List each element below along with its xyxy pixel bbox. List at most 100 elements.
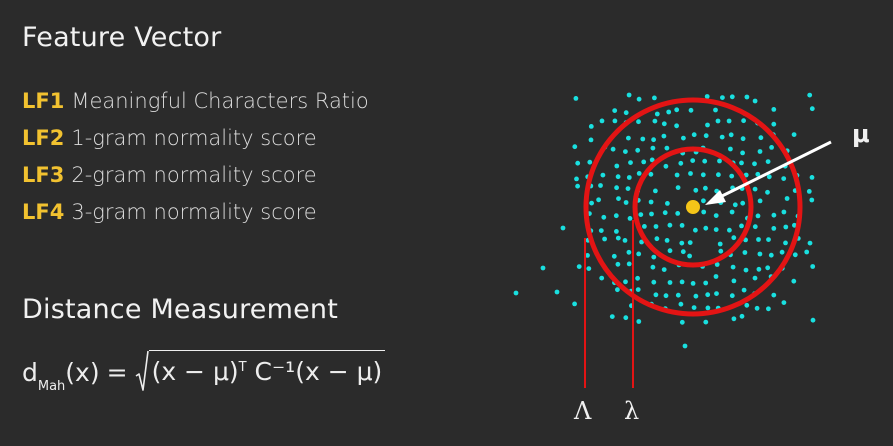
scatter-point: [765, 189, 770, 195]
scatter-point: [674, 172, 680, 178]
scatter-point: [653, 224, 659, 229]
feature-code: LF1: [22, 89, 65, 113]
scatter-point: [701, 198, 706, 204]
scatter-point: [739, 223, 744, 229]
scatter-point: [714, 262, 720, 267]
scatter-point: [653, 292, 659, 298]
feature-code: LF2: [22, 126, 65, 150]
scatter-point: [691, 132, 697, 138]
scatter-point: [588, 124, 594, 129]
feature-label: Meaningful Characters Ratio: [71, 89, 369, 113]
scatter-point: [716, 172, 721, 178]
scatter-point: [809, 175, 815, 180]
scatter-point: [678, 160, 684, 166]
inner-threshold-circle: [632, 146, 754, 268]
formula-d: d: [22, 358, 38, 387]
scatter-point: [727, 227, 732, 233]
scatter-point: [729, 209, 735, 215]
scatter-point: [755, 213, 761, 219]
scatter-point: [757, 198, 763, 204]
scatter-point: [718, 248, 724, 254]
scatter-point: [741, 287, 747, 293]
inner-threshold-label: λ: [624, 397, 639, 425]
feature-code: LF4: [22, 200, 65, 224]
scatter-point: [700, 172, 706, 178]
scatter-point: [663, 163, 669, 169]
scatter-point: [667, 280, 673, 285]
scatter-point: [635, 147, 641, 153]
scatter-point: [661, 133, 667, 139]
scatter-point: [589, 200, 594, 206]
scatter-point: [754, 305, 760, 311]
scatter-point: [612, 118, 618, 124]
scatter-point: [602, 236, 607, 242]
scatter-point: [771, 226, 777, 231]
scatter-point: [628, 160, 633, 166]
scatter-point: [679, 279, 685, 285]
scatter-point: [574, 176, 579, 182]
scatter-point: [729, 173, 735, 179]
scatter-point: [766, 237, 771, 243]
scatter-point: [649, 211, 654, 217]
scatter-point: [719, 134, 725, 140]
scatter-point: [572, 144, 578, 150]
scatter-point: [636, 96, 642, 102]
scatter-point: [648, 199, 654, 205]
scatter-point: [771, 107, 777, 112]
feature-vector-heading: Feature Vector: [22, 22, 222, 53]
scatter-point: [744, 94, 750, 100]
scatter-point: [781, 300, 787, 305]
formula-subscript: Mah: [37, 379, 66, 394]
scatter-point: [779, 249, 785, 255]
scatter-point: [717, 241, 723, 247]
mean-arrow-head-icon: [705, 190, 726, 205]
scatter-point: [783, 224, 789, 230]
scatter-point: [744, 302, 750, 308]
scatter-point: [731, 278, 737, 284]
scatter-point: [691, 305, 697, 310]
scatter-point: [665, 201, 670, 206]
scatter-point: [769, 145, 774, 150]
scatter-point: [576, 264, 582, 269]
scatter-point: [651, 137, 656, 143]
scatter-point: [766, 306, 771, 312]
scatter-point: [783, 240, 788, 246]
scatter-point: [623, 110, 629, 116]
scatter-point: [614, 185, 619, 191]
scatter-point: [675, 292, 681, 298]
scatter-point: [784, 196, 790, 201]
scatter-point: [642, 224, 647, 229]
scatter-point: [623, 279, 628, 285]
mean-point: [686, 200, 700, 214]
scatter-point: [756, 237, 761, 242]
scatter-point: [641, 159, 647, 165]
feature-label: 3-gram normality score: [71, 200, 317, 224]
scatter-point: [715, 118, 721, 124]
scatter-point: [758, 135, 764, 141]
scatter-point: [713, 274, 719, 279]
scatter-point: [635, 287, 641, 292]
scatter-point: [599, 118, 605, 124]
feature-item: LF3 2-gram normality score: [22, 160, 369, 197]
scatter-point: [627, 216, 633, 221]
scatter-point: [614, 163, 620, 169]
scatter-point: [693, 293, 699, 299]
scatter-point: [771, 212, 777, 218]
scatter-point: [766, 174, 772, 180]
scatter-point: [626, 261, 632, 267]
radicand-left: (x − μ): [151, 357, 239, 386]
scatter-point: [687, 253, 692, 259]
scatter-point: [679, 223, 685, 228]
scatter-point: [693, 227, 698, 233]
formula-lhs: dMah(x): [22, 358, 100, 394]
scatter-point: [667, 248, 673, 254]
scatter-point: [648, 171, 654, 177]
scatter-point: [740, 136, 746, 142]
scatter-point: [626, 92, 632, 98]
scatter-point: [636, 119, 641, 125]
outer-threshold-circle: [583, 97, 803, 317]
scatter-point: [771, 292, 777, 298]
scatter-point: [703, 319, 709, 325]
scatter-point: [742, 250, 748, 255]
scatter-point: [752, 98, 758, 104]
